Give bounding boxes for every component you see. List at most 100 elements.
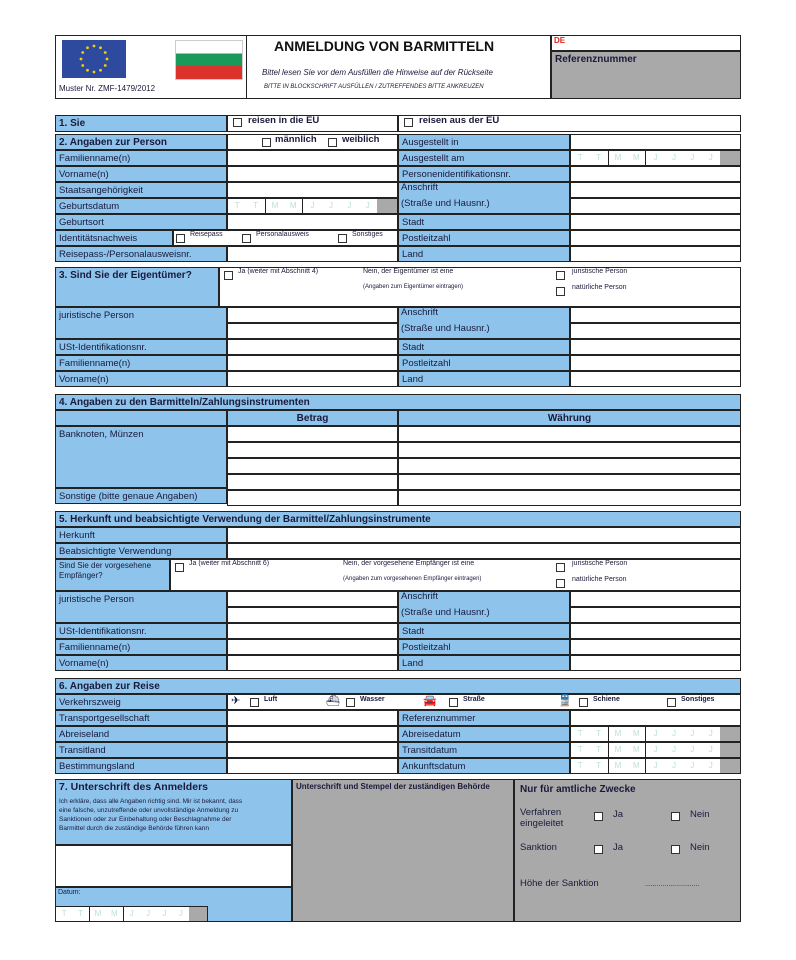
label-use: Beabsichtigte Verwendung <box>55 543 227 559</box>
input-field[interactable] <box>227 742 398 758</box>
checkbox-luft[interactable] <box>250 698 259 707</box>
input-field[interactable] <box>570 639 741 655</box>
input-field[interactable] <box>227 607 398 623</box>
checkbox-legal-person[interactable] <box>556 271 565 280</box>
checkbox-sanction-no[interactable] <box>671 845 680 854</box>
input-field[interactable] <box>227 182 398 198</box>
checkbox-travel-in[interactable] <box>233 118 242 127</box>
checkbox-personalausweis[interactable] <box>242 234 251 243</box>
input-field[interactable] <box>227 371 398 387</box>
checkbox-reisepass[interactable] <box>176 234 185 243</box>
label: Stadt <box>398 214 570 230</box>
input-field[interactable] <box>227 307 398 323</box>
amount-field[interactable] <box>227 490 398 506</box>
transport-mode-cell[interactable] <box>227 694 741 710</box>
checkbox-legal-person[interactable] <box>556 563 565 572</box>
input-field[interactable] <box>227 591 398 607</box>
checkbox-male[interactable] <box>262 138 271 147</box>
input-field[interactable] <box>570 355 741 371</box>
amount-field[interactable] <box>227 426 398 442</box>
checkbox-yes[interactable] <box>224 271 233 280</box>
checkbox-natural-person[interactable] <box>556 287 565 296</box>
input-field[interactable] <box>227 710 398 726</box>
checkbox-proceedings-no[interactable] <box>671 812 680 821</box>
checkbox-sonstiges[interactable] <box>338 234 347 243</box>
date-placeholder: J <box>146 909 151 918</box>
input-field[interactable] <box>227 339 398 355</box>
checkbox-natural-person[interactable] <box>556 579 565 588</box>
currency-field[interactable] <box>398 426 741 442</box>
reference-number-field[interactable]: Referenznummer <box>551 51 741 99</box>
use-field[interactable] <box>227 543 741 559</box>
sanction-amount-field[interactable]: ............................ <box>645 881 700 888</box>
date-placeholder: J <box>162 909 167 918</box>
date-placeholder: J <box>653 745 658 754</box>
currency-field[interactable] <box>398 442 741 458</box>
date-placeholder: J <box>653 729 658 738</box>
date-placeholder: T <box>577 729 583 738</box>
checkbox-proceedings-yes[interactable] <box>594 812 603 821</box>
date-placeholder: T <box>577 761 583 770</box>
input-field[interactable] <box>570 307 741 323</box>
date-placeholder: T <box>72 907 90 921</box>
input-field[interactable] <box>570 323 741 339</box>
origin-field[interactable] <box>227 527 741 543</box>
section-2-title: 2. Angaben zur Person <box>55 134 227 150</box>
label-id-document: Identitätsnachweis <box>55 230 173 246</box>
date-placeholder: M <box>614 729 622 738</box>
input-field[interactable] <box>570 134 741 150</box>
input-field[interactable] <box>570 623 741 639</box>
signature-field[interactable] <box>55 845 292 887</box>
input-field[interactable] <box>570 655 741 671</box>
input-field[interactable] <box>570 214 741 230</box>
column-currency: Währung <box>398 410 741 426</box>
currency-field[interactable] <box>398 458 741 474</box>
input-field[interactable] <box>570 230 741 246</box>
input-field[interactable] <box>570 371 741 387</box>
input-field[interactable] <box>570 339 741 355</box>
recipient-question-cell <box>170 559 741 591</box>
input-field[interactable] <box>570 166 741 182</box>
checkbox-female[interactable] <box>328 138 337 147</box>
checkbox-wasser[interactable] <box>346 698 355 707</box>
amount-field[interactable] <box>227 442 398 458</box>
input-field[interactable] <box>227 150 398 166</box>
input-field[interactable] <box>570 591 741 607</box>
input-field[interactable] <box>570 710 741 726</box>
input-field[interactable] <box>570 607 741 623</box>
checkbox-travel-out[interactable] <box>404 118 413 127</box>
date-placeholder: M <box>627 727 647 741</box>
checkbox-sanction-yes[interactable] <box>594 845 603 854</box>
label-sonstiges: Sonstiges <box>352 231 383 238</box>
input-field[interactable] <box>227 214 398 230</box>
label: Personenidentifikationsnr. <box>398 166 570 182</box>
input-field[interactable] <box>570 246 741 262</box>
label: Familienname(n) <box>55 639 227 655</box>
checkbox-sonstiges[interactable] <box>667 698 676 707</box>
checkbox-yes[interactable] <box>175 563 184 572</box>
input-field[interactable] <box>227 623 398 639</box>
input-field[interactable] <box>570 182 741 198</box>
input-field[interactable] <box>227 758 398 774</box>
input-field[interactable] <box>227 726 398 742</box>
amount-field[interactable] <box>227 458 398 474</box>
date-placeholder: M <box>627 759 647 773</box>
input-field[interactable] <box>227 355 398 371</box>
input-field[interactable] <box>227 639 398 655</box>
checkbox-strasse[interactable] <box>449 698 458 707</box>
checkbox-schiene[interactable] <box>579 698 588 707</box>
amount-field[interactable] <box>227 474 398 490</box>
currency-field[interactable] <box>398 474 741 490</box>
input-field[interactable] <box>227 246 398 262</box>
input-field[interactable] <box>570 198 741 214</box>
input-field[interactable] <box>227 655 398 671</box>
input-field[interactable] <box>227 323 398 339</box>
input-field[interactable] <box>227 166 398 182</box>
currency-field[interactable] <box>398 490 741 506</box>
